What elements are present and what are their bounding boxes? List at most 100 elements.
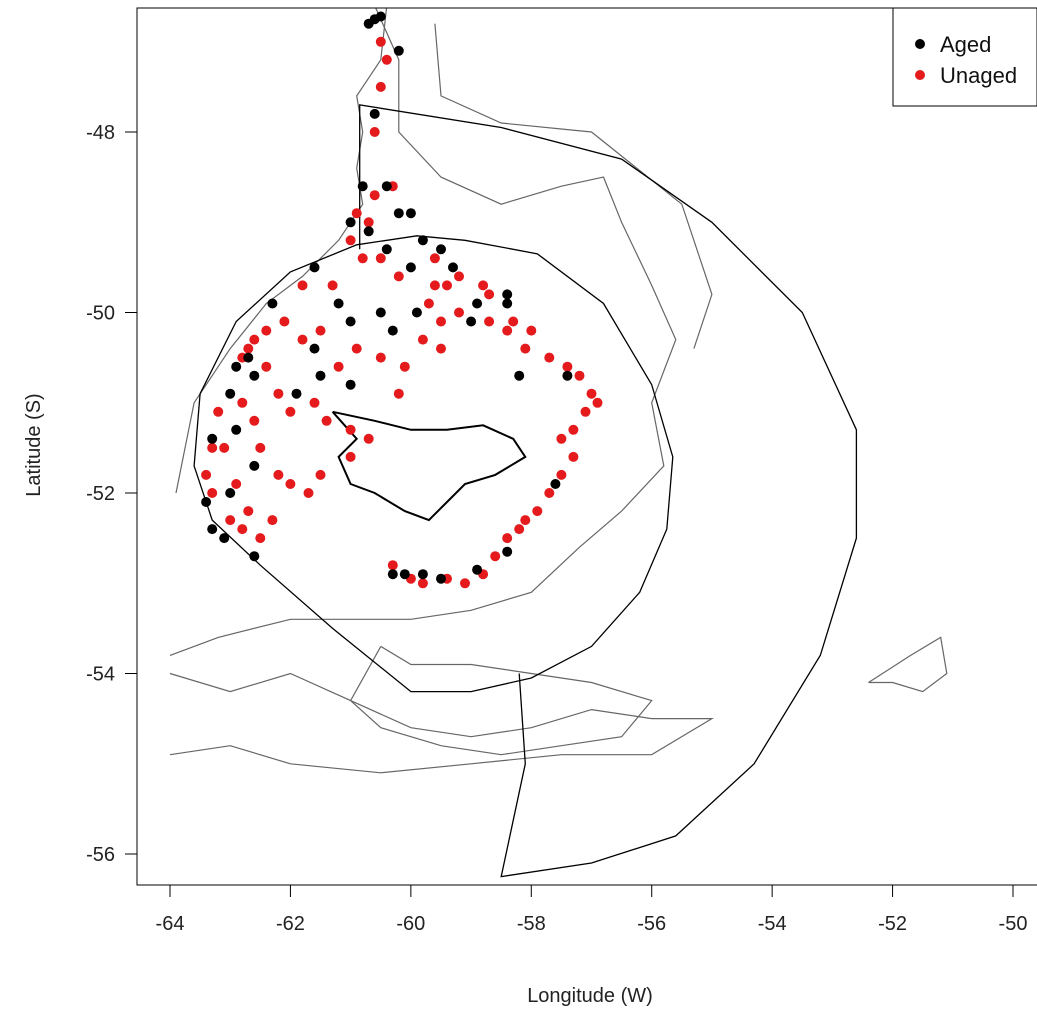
point-aged <box>405 262 416 273</box>
legend-label-unaged: Unaged <box>940 63 1017 88</box>
legend: Aged Unaged <box>892 7 1037 107</box>
point-aged <box>309 343 320 354</box>
point-unaged <box>375 352 386 363</box>
point-unaged <box>249 334 260 345</box>
point-unaged <box>261 325 272 336</box>
point-unaged <box>213 406 224 417</box>
point-aged <box>502 289 513 300</box>
point-unaged <box>460 578 470 589</box>
point-aged <box>201 497 212 507</box>
bathymetry-line-1 <box>175 8 388 494</box>
x-tick-label: -60 <box>396 913 425 935</box>
point-unaged <box>315 469 326 480</box>
islands-outline <box>331 410 527 522</box>
x-tick-label: -50 <box>999 913 1028 935</box>
point-aged <box>249 370 260 381</box>
point-aged <box>249 460 260 471</box>
point-aged <box>219 533 230 544</box>
point-unaged <box>243 343 254 354</box>
point-unaged <box>484 316 495 327</box>
point-unaged <box>207 488 218 498</box>
point-unaged <box>417 334 428 345</box>
y-tick-label: -50 <box>86 303 115 325</box>
point-unaged <box>436 316 446 327</box>
point-unaged <box>375 253 386 264</box>
point-unaged <box>369 190 380 201</box>
point-unaged <box>399 361 410 372</box>
point-aged <box>417 569 428 580</box>
point-unaged <box>442 280 452 291</box>
point-aged <box>333 298 344 309</box>
point-aged <box>411 307 422 318</box>
point-unaged <box>255 533 266 544</box>
point-unaged <box>393 388 404 399</box>
bathymetry-line-4 <box>169 672 715 774</box>
point-aged <box>225 388 236 399</box>
point-unaged <box>580 406 591 417</box>
legend-label-aged: Aged <box>940 32 991 57</box>
point-unaged <box>423 298 434 309</box>
y-axis: -48 -50 -52 -54 -56 <box>86 122 138 866</box>
point-unaged <box>363 217 374 228</box>
point-unaged <box>387 560 398 571</box>
bathymetry-line-3 <box>434 23 713 349</box>
point-unaged <box>363 433 374 444</box>
point-aged <box>387 325 398 336</box>
legend-marker-unaged <box>915 70 925 80</box>
point-unaged <box>237 524 248 535</box>
point-unaged <box>309 397 320 408</box>
point-aged <box>345 379 356 390</box>
management-zone-outer <box>359 104 858 878</box>
point-unaged <box>207 442 218 453</box>
point-unaged <box>454 307 464 318</box>
bathymetry-contours <box>169 8 948 774</box>
y-tick-label: -48 <box>86 122 115 144</box>
point-aged <box>345 316 356 327</box>
point-unaged <box>429 280 440 291</box>
point-aged <box>502 298 513 309</box>
point-unaged <box>514 524 525 535</box>
point-unaged <box>556 433 567 444</box>
point-unaged <box>321 415 332 426</box>
point-unaged <box>478 280 489 291</box>
point-unaged <box>219 442 230 453</box>
point-aged <box>448 262 458 273</box>
point-unaged <box>429 253 440 264</box>
point-unaged <box>351 208 362 219</box>
y-tick-label: -52 <box>86 483 115 505</box>
point-aged <box>562 370 573 381</box>
y-axis-title: Latitude (S) <box>23 393 45 496</box>
point-unaged <box>508 316 519 327</box>
point-aged <box>291 388 302 399</box>
fishing-zone-circle <box>193 235 674 693</box>
point-aged <box>207 524 218 535</box>
point-unaged <box>520 343 531 354</box>
point-unaged <box>327 280 338 291</box>
point-unaged <box>520 515 531 526</box>
point-unaged <box>297 334 308 345</box>
point-aged <box>405 208 416 219</box>
x-tick-label: -62 <box>276 913 305 935</box>
point-unaged <box>544 488 555 498</box>
point-aged <box>387 569 398 580</box>
point-unaged <box>315 325 326 336</box>
point-aged <box>381 244 392 255</box>
point-aged <box>550 479 561 489</box>
point-aged <box>381 181 392 192</box>
point-unaged <box>532 506 543 517</box>
point-unaged <box>255 442 266 453</box>
legend-marker-aged <box>915 39 925 49</box>
point-unaged <box>556 469 567 480</box>
point-unaged <box>393 271 404 282</box>
point-unaged <box>243 506 254 517</box>
point-unaged <box>279 316 290 327</box>
point-aged <box>231 424 242 435</box>
x-tick-label: -58 <box>517 913 546 935</box>
point-aged <box>225 488 236 498</box>
point-aged <box>393 208 404 219</box>
point-unaged <box>357 253 368 264</box>
point-unaged <box>303 488 314 498</box>
point-aged <box>375 11 386 22</box>
point-unaged <box>285 406 296 417</box>
